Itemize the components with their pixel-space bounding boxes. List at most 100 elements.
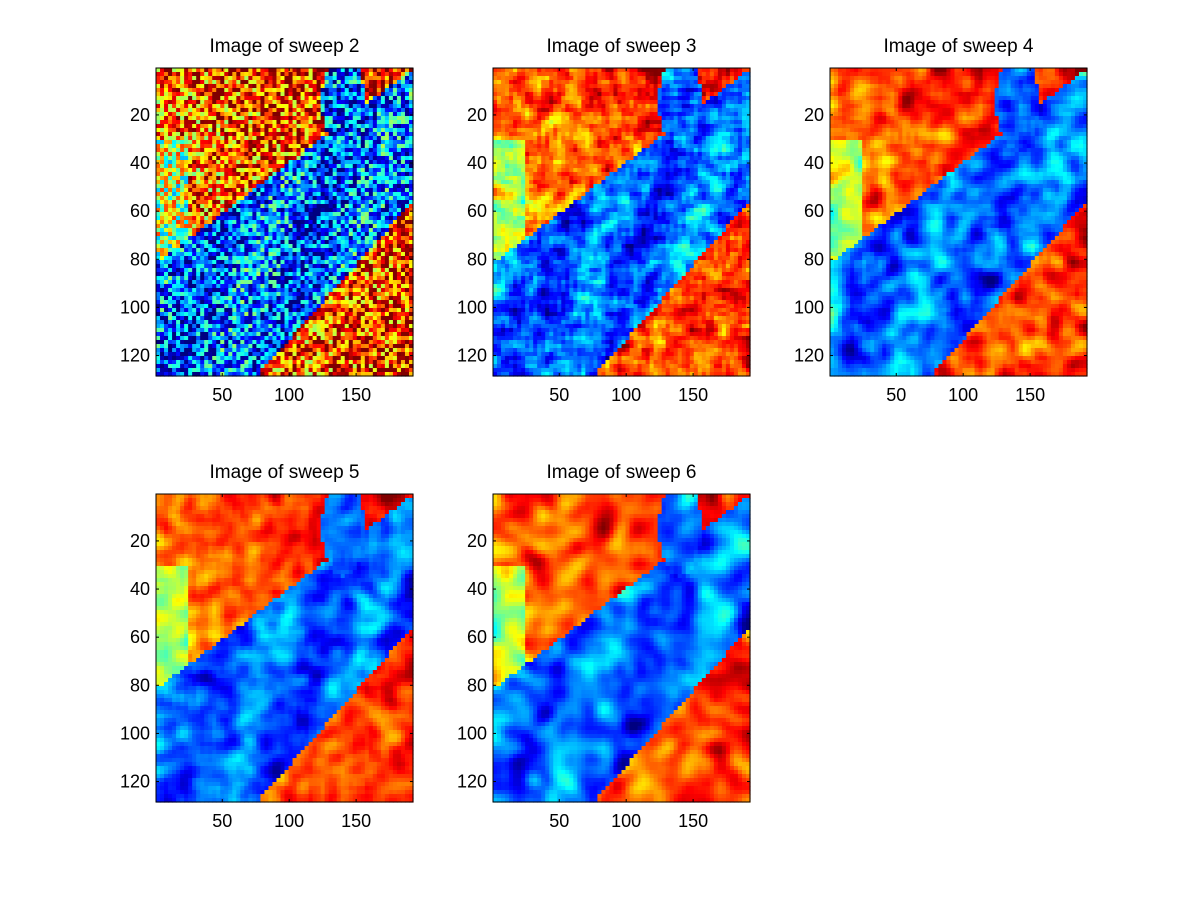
heatmap-cell bbox=[337, 208, 342, 213]
heatmap-cell bbox=[260, 152, 265, 157]
heatmap-cell bbox=[232, 244, 237, 249]
heatmap-cell bbox=[397, 172, 402, 177]
heatmap-cell bbox=[212, 132, 217, 137]
heatmap-cell bbox=[196, 272, 201, 277]
heatmap-cell bbox=[401, 216, 406, 221]
heatmap-cell bbox=[333, 272, 338, 277]
heatmap-cell bbox=[204, 120, 209, 125]
heatmap-cell bbox=[196, 176, 201, 181]
heatmap-cell bbox=[305, 76, 310, 81]
heatmap-cell bbox=[200, 100, 205, 105]
heatmap-cell bbox=[156, 232, 161, 237]
heatmap-cell bbox=[393, 80, 398, 85]
heatmap-cell bbox=[256, 196, 261, 201]
heatmap-cell bbox=[180, 272, 185, 277]
heatmap-cell bbox=[228, 268, 233, 273]
heatmap-cell bbox=[184, 180, 189, 185]
heatmap-cell bbox=[289, 208, 294, 213]
heatmap-cell bbox=[401, 152, 406, 157]
heatmap-cell bbox=[361, 216, 366, 221]
heatmap-cell bbox=[337, 260, 342, 265]
heatmap-cell bbox=[184, 200, 189, 205]
heatmap-cell bbox=[285, 188, 290, 193]
heatmap-cell bbox=[196, 84, 201, 89]
heatmap-cell bbox=[240, 268, 245, 273]
heatmap-cell bbox=[180, 100, 185, 105]
heatmap-cell bbox=[321, 220, 326, 225]
heatmap-cell bbox=[272, 72, 277, 77]
heatmap-cell bbox=[280, 108, 285, 113]
heatmap-cell bbox=[329, 204, 334, 209]
heatmap-cell bbox=[321, 196, 326, 201]
heatmap-cell bbox=[228, 72, 233, 77]
heatmap-cell bbox=[280, 180, 285, 185]
heatmap-cell bbox=[168, 248, 173, 253]
heatmap-cell bbox=[260, 280, 265, 285]
heatmap-cell bbox=[192, 228, 197, 233]
heatmap-cell bbox=[176, 268, 181, 273]
heatmap-cell bbox=[317, 252, 322, 257]
heatmap-cell bbox=[180, 184, 185, 189]
heatmap-cell bbox=[224, 152, 229, 157]
heatmap-cell bbox=[248, 124, 253, 129]
heatmap-cell bbox=[180, 112, 185, 117]
heatmap-cell bbox=[192, 264, 197, 269]
heatmap-cell bbox=[272, 184, 277, 189]
heatmap-cell bbox=[168, 76, 173, 81]
heatmap-cell bbox=[301, 128, 306, 133]
heatmap-cell bbox=[176, 224, 181, 229]
heatmap-cell bbox=[353, 184, 358, 189]
heatmap-cell bbox=[317, 184, 322, 189]
heatmap-cell bbox=[232, 180, 237, 185]
heatmap-cell bbox=[393, 200, 398, 205]
heatmap-cell bbox=[172, 232, 177, 237]
heatmap-cell bbox=[325, 204, 330, 209]
heatmap-cell bbox=[369, 264, 374, 269]
heatmap-cell bbox=[280, 128, 285, 133]
heatmap-cell bbox=[184, 108, 189, 113]
heatmap-cell bbox=[188, 140, 193, 145]
heatmap-cell bbox=[405, 152, 410, 157]
heatmap-cell bbox=[248, 172, 253, 177]
heatmap-cell bbox=[240, 80, 245, 85]
heatmap-cell bbox=[256, 96, 261, 101]
heatmap-cell bbox=[329, 96, 334, 101]
heatmap-cell bbox=[176, 212, 181, 217]
heatmap-cell bbox=[301, 212, 306, 217]
heatmap-cell bbox=[268, 200, 273, 205]
heatmap-cell bbox=[349, 144, 354, 149]
heatmap-cell bbox=[317, 116, 322, 121]
heatmap-cell bbox=[377, 96, 382, 101]
heatmap-cell bbox=[216, 104, 221, 109]
heatmap-cell bbox=[369, 84, 374, 89]
heatmap-cell bbox=[309, 168, 314, 173]
heatmap-cell bbox=[393, 76, 398, 81]
heatmap-cell bbox=[357, 144, 362, 149]
heatmap-cell bbox=[164, 68, 169, 73]
heatmap-cell bbox=[329, 132, 334, 137]
heatmap-cell bbox=[236, 88, 241, 93]
heatmap-cell bbox=[405, 248, 410, 253]
heatmap-cell bbox=[244, 264, 249, 269]
heatmap-cell bbox=[156, 84, 161, 89]
heatmap-cell bbox=[236, 152, 241, 157]
heatmap-cell bbox=[220, 132, 225, 137]
heatmap-cell bbox=[244, 280, 249, 285]
heatmap-cell bbox=[381, 84, 386, 89]
heatmap-cell bbox=[353, 264, 358, 269]
heatmap-cell bbox=[305, 152, 310, 157]
heatmap-cell bbox=[188, 96, 193, 101]
heatmap-cell bbox=[160, 72, 165, 77]
heatmap-cell bbox=[397, 204, 402, 209]
heatmap-cell bbox=[196, 220, 201, 225]
heatmap-cell bbox=[256, 228, 261, 233]
heatmap-cell bbox=[216, 164, 221, 169]
heatmap-cell bbox=[216, 204, 221, 209]
heatmap-cell bbox=[289, 236, 294, 241]
heatmap-cell bbox=[341, 96, 346, 101]
heatmap-cell bbox=[164, 228, 169, 233]
heatmap-cell bbox=[280, 236, 285, 241]
heatmap-cell bbox=[168, 220, 173, 225]
heatmap-cell bbox=[164, 196, 169, 201]
heatmap-cell bbox=[373, 160, 378, 165]
